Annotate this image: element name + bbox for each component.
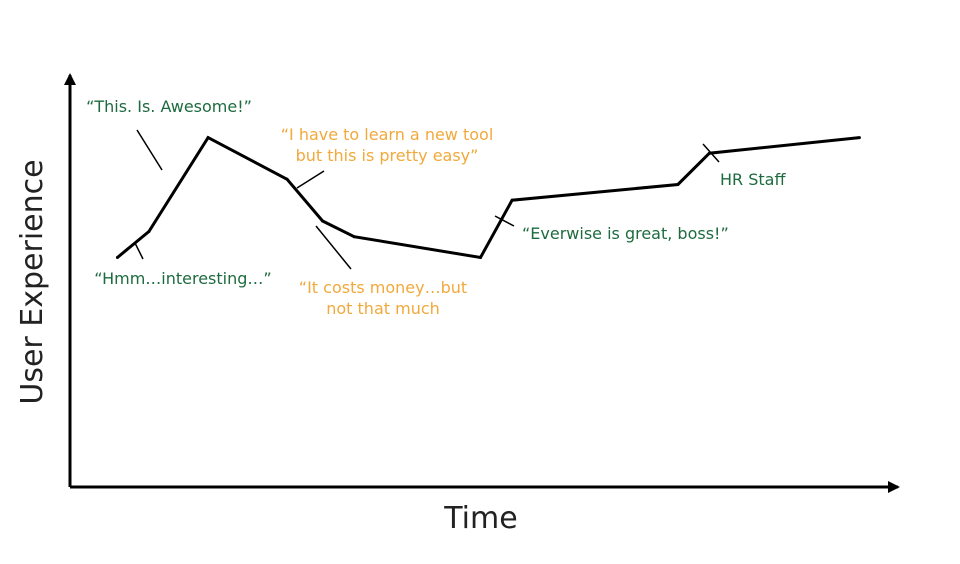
annotation-hmm-interesting: “Hmm…interesting…”	[94, 242, 272, 288]
data-point-4	[321, 219, 325, 223]
y-axis-label: User Experience	[15, 159, 50, 404]
data-point-10	[857, 136, 861, 140]
annotation-costs-money-line-0: “It costs money…but	[299, 278, 467, 297]
annotation-everwise-great-line-0: “Everwise is great, boss!”	[522, 224, 729, 243]
annotation-this-is-awesome-line-0: “This. Is. Awesome!”	[86, 97, 252, 116]
data-point-1	[147, 230, 151, 233]
annotation-hr-staff-line-0: HR Staff	[720, 170, 786, 189]
annotation-hmm-interesting-leader	[134, 242, 144, 260]
annotation-learn-new-tool-leader	[296, 170, 325, 189]
annotation-hmm-interesting-line-0: “Hmm…interesting…”	[94, 269, 271, 288]
annotation-everwise-great: “Everwise is great, boss!”	[494, 215, 729, 243]
annotation-this-is-awesome-leader	[136, 129, 163, 171]
x-axis-label: Time	[443, 501, 517, 536]
annotation-learn-new-tool: “I have to learn a new tool but this is p…	[281, 125, 494, 189]
data-point-5	[352, 235, 356, 239]
data-point-2	[206, 136, 210, 140]
data-point-8	[676, 183, 680, 186]
experience-line	[116, 135, 860, 260]
annotation-this-is-awesome: “This. Is. Awesome!”	[86, 97, 252, 171]
annotation-everwise-great-leader	[494, 215, 515, 227]
annotation-learn-new-tool-line-1: but this is pretty easy”	[296, 146, 479, 165]
annotation-costs-money: “It costs money…but not that much	[299, 225, 467, 318]
annotation-costs-money-leader	[315, 225, 352, 270]
data-point-3	[285, 177, 289, 181]
data-point-6	[479, 256, 482, 259]
annotation-hr-staff-leader	[702, 143, 720, 163]
annotation-learn-new-tool-line-0: “I have to learn a new tool	[281, 125, 494, 144]
annotation-layer: “Hmm…interesting…” “This. Is. Awesome!” “I…	[86, 97, 786, 318]
data-point-7	[510, 198, 514, 202]
series-layer	[115, 135, 861, 260]
annotation-hr-staff: HR Staff	[702, 143, 786, 189]
annotation-costs-money-line-1: not that much	[326, 299, 440, 318]
data-point-0	[115, 256, 119, 259]
